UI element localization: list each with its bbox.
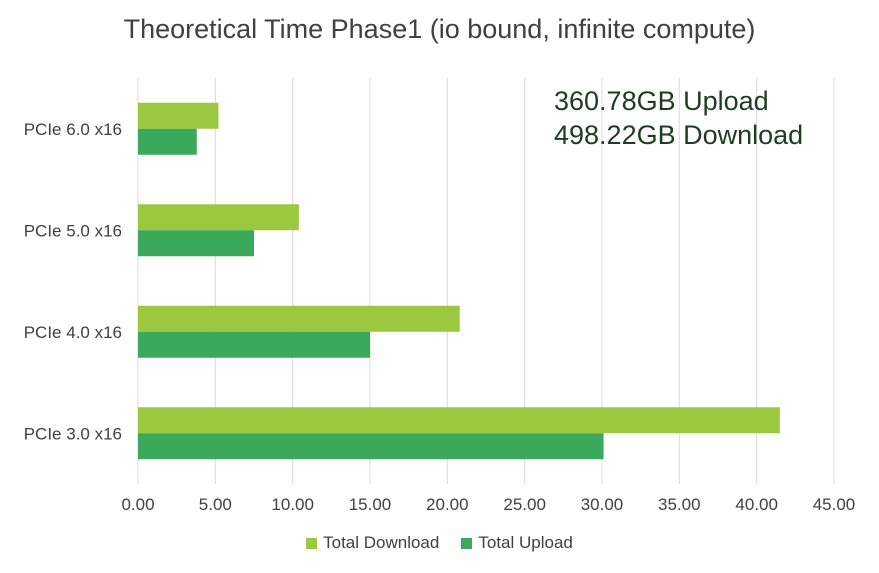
x-tick-label: 25.00 bbox=[503, 495, 546, 514]
bar-upload bbox=[138, 128, 197, 155]
y-tick-label: PCIe 4.0 x16 bbox=[24, 323, 122, 342]
bar-upload bbox=[138, 433, 604, 460]
y-tick-label: PCIe 3.0 x16 bbox=[24, 424, 122, 443]
y-tick-label: PCIe 6.0 x16 bbox=[24, 120, 122, 139]
x-tick-label: 40.00 bbox=[735, 495, 778, 514]
x-tick-label: 5.00 bbox=[199, 495, 232, 514]
bar-download bbox=[138, 305, 460, 332]
upload-size-annotation: 360.78GB Upload bbox=[554, 86, 769, 116]
legend-label-upload: Total Upload bbox=[478, 533, 573, 552]
bars bbox=[138, 102, 780, 460]
x-tick-label: 35.00 bbox=[658, 495, 701, 514]
y-tick-label: PCIe 5.0 x16 bbox=[24, 221, 122, 240]
axis-labels: 0.00 5.00 10.00 15.00 20.00 25.00 30.00 35.00 40… bbox=[24, 120, 856, 514]
x-tick-label: 30.00 bbox=[581, 495, 624, 514]
x-tick-label: 0.00 bbox=[121, 495, 154, 514]
bar-download bbox=[138, 204, 299, 231]
x-tick-label: 20.00 bbox=[426, 495, 469, 514]
legend-swatch-download bbox=[306, 537, 318, 549]
bar-upload bbox=[138, 230, 254, 257]
chart-title: Theoretical Time Phase1 (io bound, infin… bbox=[123, 14, 756, 44]
legend-label-download: Total Download bbox=[323, 533, 440, 552]
legend: Total Download Total Upload bbox=[0, 533, 879, 553]
x-tick-label: 45.00 bbox=[813, 495, 856, 514]
x-tick-label: 15.00 bbox=[349, 495, 392, 514]
legend-item-download: Total Download bbox=[306, 533, 439, 553]
x-tick-label: 10.00 bbox=[271, 495, 314, 514]
legend-swatch-upload bbox=[461, 537, 473, 549]
legend-item-upload: Total Upload bbox=[461, 533, 573, 553]
download-size-annotation: 498.22GB Download bbox=[554, 120, 804, 150]
bar-download bbox=[138, 102, 219, 129]
bar-upload bbox=[138, 331, 370, 358]
bar-download bbox=[138, 407, 780, 434]
